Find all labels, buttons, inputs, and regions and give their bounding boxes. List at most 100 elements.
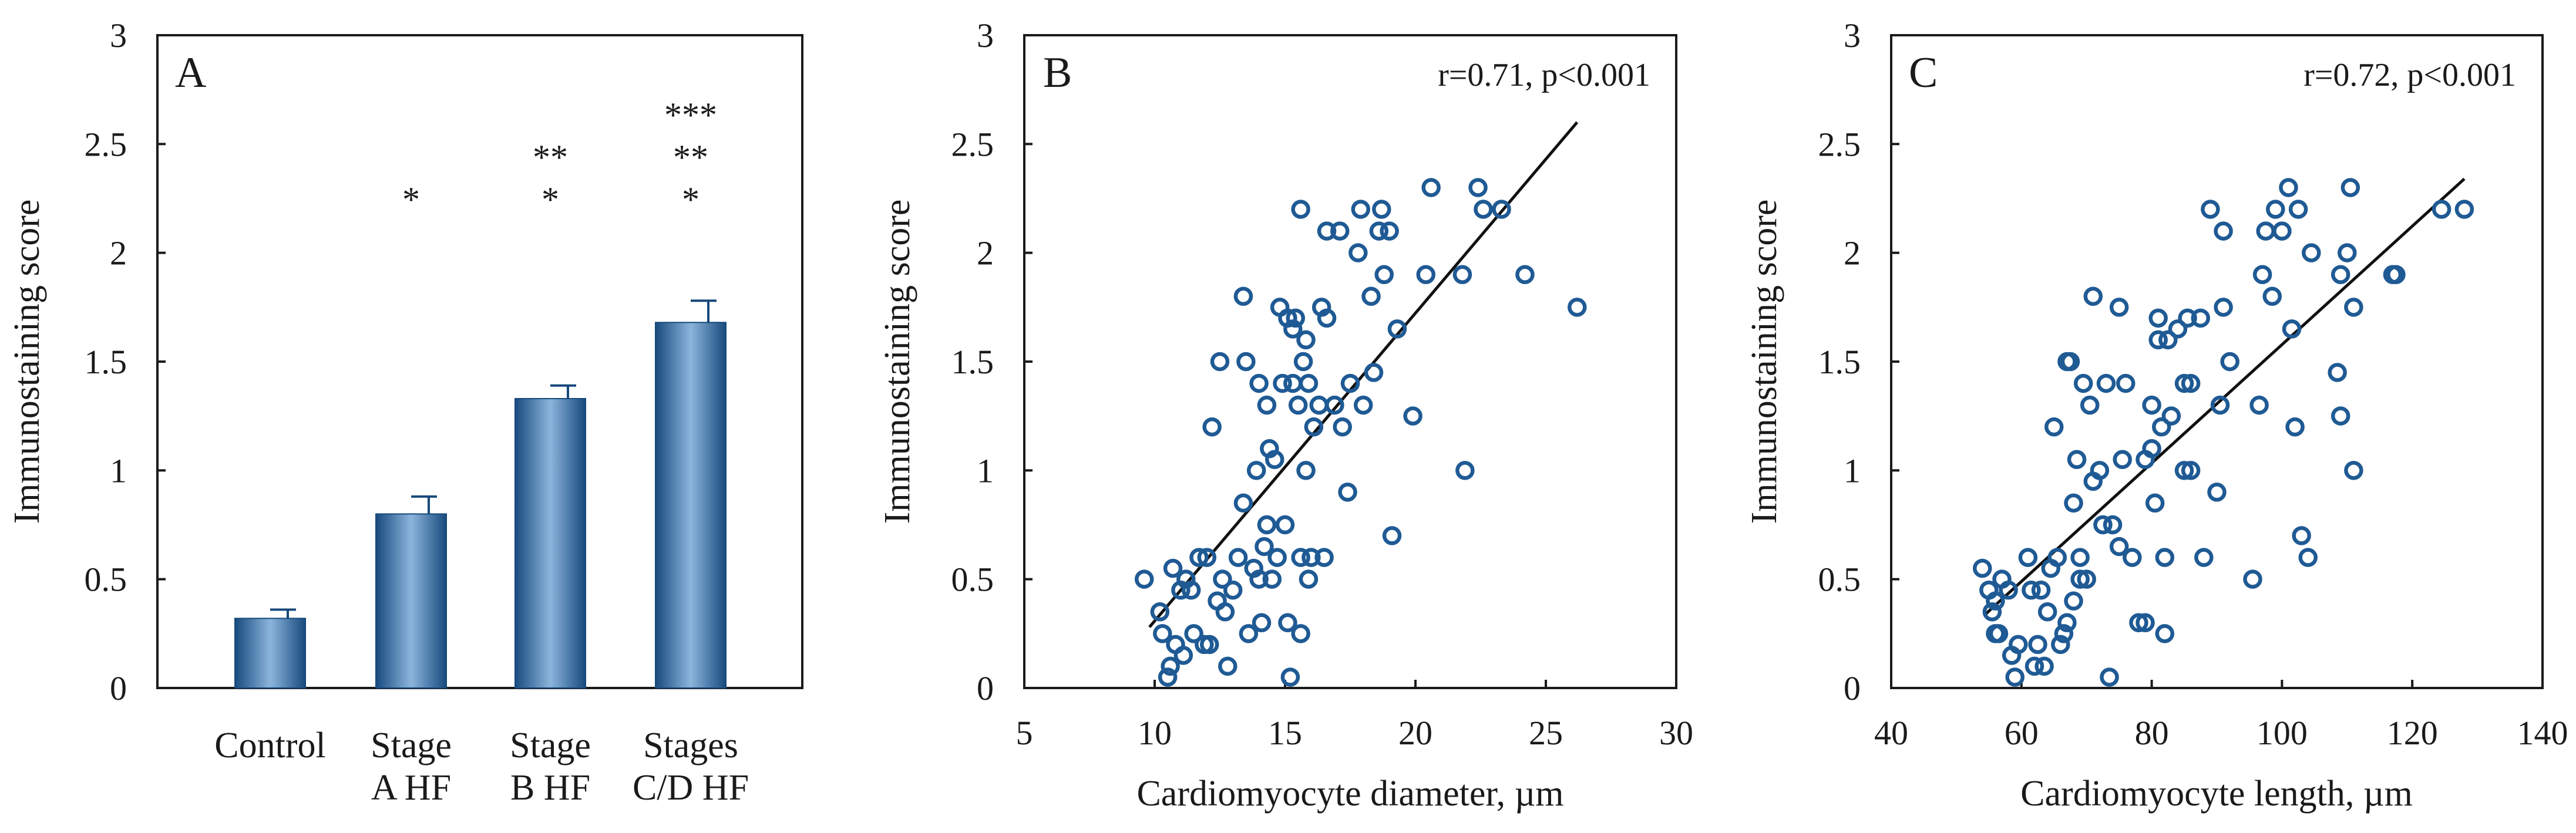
panel-b-y-tick-label: 3 xyxy=(977,16,994,55)
panel-b-y-tick-label: 2 xyxy=(977,234,994,272)
panel-c-data-point xyxy=(2262,286,2282,306)
panel-c-x-tick-label: 120 xyxy=(2387,714,2438,752)
panel-b-data-point xyxy=(1474,200,1493,219)
panel-c-data-point xyxy=(2330,406,2350,426)
significance-mark: * xyxy=(682,180,700,219)
panel-c-data-point xyxy=(2181,373,2201,393)
panel-c-data-point xyxy=(2067,450,2087,470)
panel-b-data-point xyxy=(1304,417,1324,437)
panel-b-y-tick-label: 1.5 xyxy=(951,343,994,381)
panel-c-data-point xyxy=(2093,515,2113,535)
panel-b-data-point xyxy=(1233,286,1253,306)
panel-c-data-point xyxy=(2034,656,2054,676)
category-label: Control xyxy=(214,726,325,765)
panel-c-y-axis-title: Immunostaining score xyxy=(1744,200,1784,524)
panel-c-data-point xyxy=(2145,493,2165,513)
panel-c-x-tick-label: 40 xyxy=(1874,714,1908,752)
panel-b-data-point xyxy=(1455,461,1475,480)
bar-2 xyxy=(514,398,586,689)
panel-c-data-point xyxy=(2022,580,2041,600)
panel-c-data-point xyxy=(2298,548,2318,567)
panel-c-data-point xyxy=(1982,602,2002,622)
panel-c-data-point xyxy=(2210,395,2230,415)
panel-b-y-tick-label: 1 xyxy=(977,451,994,490)
panel-b-data-point xyxy=(1267,548,1287,567)
panel-c-data-point xyxy=(2054,624,2074,643)
panel-b-data-point xyxy=(1215,602,1235,622)
panel-b-data-point xyxy=(1213,569,1232,589)
panel-c-y-tick-label: 2 xyxy=(1844,234,1861,272)
panel-b-x-tick-label: 15 xyxy=(1268,714,1302,752)
panel-c-x-tick-label: 60 xyxy=(2005,714,2039,752)
panel-b-data-point xyxy=(1184,624,1203,643)
panel-c-data-point xyxy=(2338,243,2357,262)
panel-c-data-point xyxy=(2214,221,2233,241)
panel-a-y-tick-label: 2.5 xyxy=(85,125,127,163)
panel-c-data-point xyxy=(2151,417,2171,437)
panel-c-y-tick-label: 2.5 xyxy=(1818,125,1861,163)
panel-b-data-point xyxy=(1291,624,1310,643)
panel-b-plot-frame xyxy=(1023,34,1677,689)
panel-c-data-point xyxy=(2191,308,2211,328)
panel-b-data-point xyxy=(1452,265,1472,284)
panel-c-data-point xyxy=(2060,352,2080,372)
panel-c-data-point xyxy=(1999,580,2018,600)
panel-b-data-point xyxy=(1153,624,1172,643)
panel-c-data-point xyxy=(2330,265,2350,284)
panel-b-data-point xyxy=(1262,569,1282,589)
panel-c-data-point xyxy=(2174,373,2194,393)
panel-b-data-point xyxy=(1265,450,1284,470)
panel-c-data-point xyxy=(2279,178,2298,197)
panel-b-data-point xyxy=(1288,395,1308,415)
panel-b-data-point xyxy=(1223,580,1243,600)
panel-c-data-point xyxy=(2386,265,2406,284)
panel-b-data-point xyxy=(1293,352,1313,372)
panel-c-data-point xyxy=(1986,591,2005,611)
panel-c-data-point xyxy=(2083,286,2103,306)
significance-mark: ** xyxy=(673,138,708,177)
panel-b-data-point xyxy=(1249,373,1269,393)
panel-c-data-point xyxy=(2454,200,2474,219)
panel-b-data-point xyxy=(1416,265,1436,284)
panel-c-x-tick-label: 140 xyxy=(2517,714,2568,752)
panel-c-data-point xyxy=(2288,200,2308,219)
panel-c-data-point xyxy=(2109,298,2129,317)
panel-a-y-tick-label: 0 xyxy=(110,669,127,707)
panel-b-data-point xyxy=(1299,373,1319,393)
panel-b-x-tick-label: 10 xyxy=(1138,714,1172,752)
bar-3 xyxy=(655,322,727,689)
panel-b-data-point xyxy=(1314,548,1334,567)
panel-b-data-point xyxy=(1333,417,1352,437)
panel-a-y-axis-title: Immunostaining score xyxy=(7,200,47,524)
panel-c-data-point xyxy=(2100,667,2119,687)
panel-c-data-point xyxy=(2266,200,2285,219)
panel-c-data-point xyxy=(2051,635,2070,655)
panel-c-data-point xyxy=(2432,200,2451,219)
panel-b-data-point xyxy=(1202,417,1222,437)
panel-b-data-point xyxy=(1340,373,1360,393)
significance-mark: ** xyxy=(533,138,568,177)
panel-c-data-point xyxy=(2344,461,2363,480)
panel-b-data-point xyxy=(1210,352,1230,372)
panel-b-correlation-annotation: r=0.71, p<0.001 xyxy=(1438,57,1650,93)
panel-a-y-tick-label: 1.5 xyxy=(85,343,127,381)
panel-b-y-tick-label: 0 xyxy=(977,669,994,707)
panel-c-data-point xyxy=(2207,483,2227,502)
panel-b-data-point xyxy=(1255,537,1274,557)
panel-b-data-point xyxy=(1372,200,1391,219)
panel-c-data-point xyxy=(2073,373,2093,393)
panel-b-data-point xyxy=(1515,265,1535,284)
panel-b-data-point xyxy=(1275,515,1295,535)
panel-c-data-point xyxy=(2181,461,2201,480)
panel-b-data-point xyxy=(1369,221,1389,241)
panel-b-data-point xyxy=(1317,308,1337,328)
category-label: Stage xyxy=(510,726,591,765)
panel-c-data-point xyxy=(2220,352,2239,372)
panel-c-plot-frame xyxy=(1890,34,2544,689)
panel-c-data-point xyxy=(2282,319,2302,339)
panel-b-data-point xyxy=(1309,395,1329,415)
significance-mark: * xyxy=(402,180,420,219)
panel-b-data-point xyxy=(1296,461,1316,480)
panel-c-data-point xyxy=(2155,548,2175,567)
panel-c-data-point xyxy=(2057,613,2077,633)
